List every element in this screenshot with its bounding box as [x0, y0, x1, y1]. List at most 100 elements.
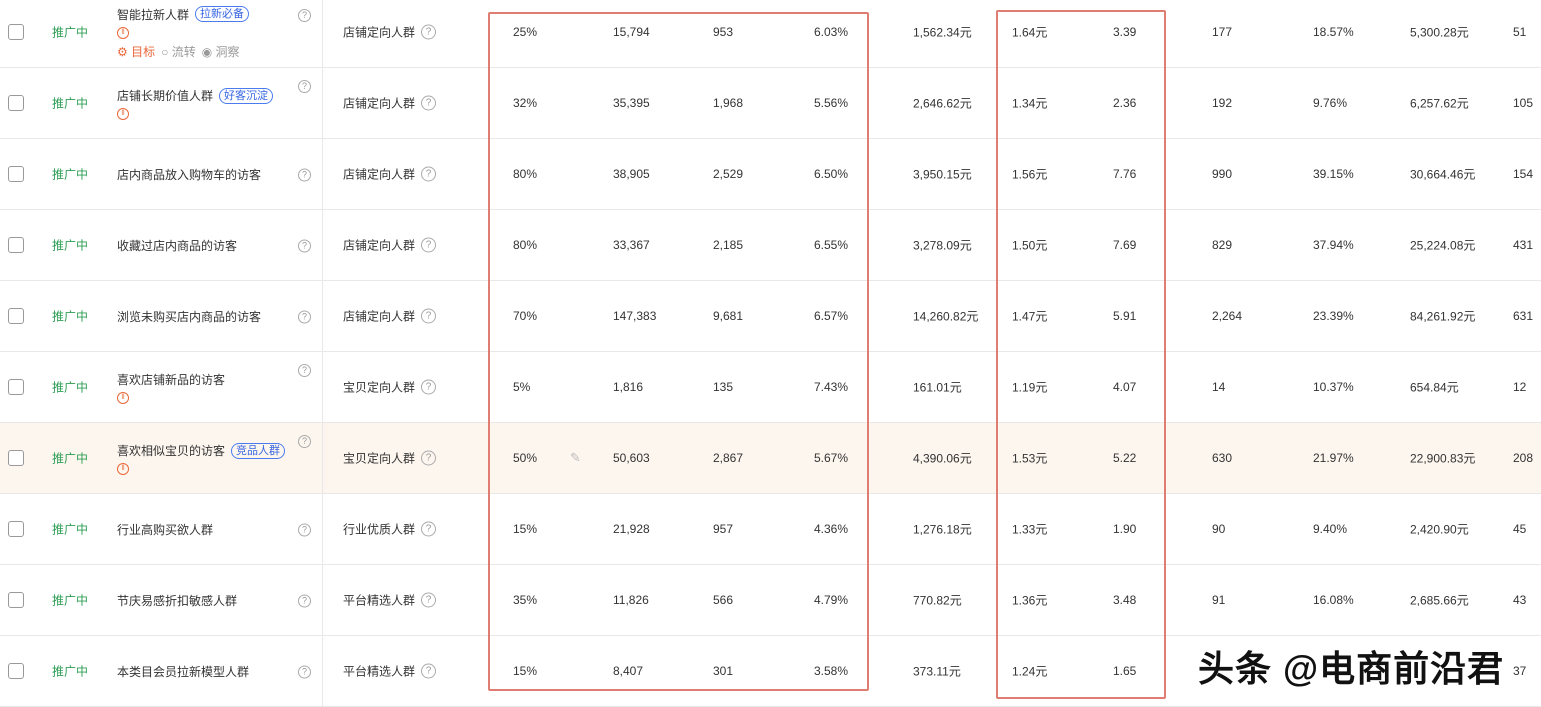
cell-premium: 80% [513, 167, 538, 181]
help-icon[interactable]: ? [421, 379, 437, 395]
table-row: 推广中 喜欢相似宝贝的访客 竞品人群 ll ? 宝贝定向人群? ✎ 50% 50,603… [0, 423, 1541, 494]
cell-c4: 12 [1513, 380, 1527, 394]
row-checkbox[interactable] [8, 379, 24, 395]
status-label: 推广中 [52, 522, 89, 537]
crowd-name-cell: 本类目会员拉新模型人群 [117, 636, 249, 707]
cell-roi: 1.90 [1113, 522, 1137, 536]
cell-roi: 3.39 [1113, 25, 1137, 39]
crowd-type: 宝贝定向人群? [343, 379, 437, 396]
help-icon[interactable]: ? [298, 78, 311, 93]
cell-premium: 15% [513, 664, 538, 678]
crowd-name: 喜欢店铺新品的访客 [117, 373, 226, 387]
row-checkbox[interactable] [8, 521, 24, 537]
crowd-name: 智能拉新人群 [117, 7, 190, 22]
row-checkbox[interactable] [8, 450, 24, 466]
help-icon[interactable]: ? [298, 7, 311, 22]
help-icon[interactable]: ? [298, 593, 311, 608]
status-label: 推广中 [52, 167, 89, 182]
help-icon[interactable]: ? [298, 238, 311, 253]
crowd-type: 店铺定向人群? [343, 24, 437, 41]
row-checkbox[interactable] [8, 24, 24, 40]
cell-impressions: 35,395 [613, 96, 650, 110]
column-divider [322, 494, 323, 564]
cell-cpc: 1.50元 [1012, 238, 1048, 253]
crowd-type-label: 平台精选人群 [343, 664, 416, 679]
crowd-type-label: 店铺定向人群 [343, 25, 416, 40]
goal-label: 目标 [131, 44, 156, 59]
cell-ctr: 6.55% [813, 238, 848, 252]
crowd-name: 店铺长期价值人群 [117, 89, 214, 103]
row-checkbox[interactable] [8, 663, 24, 679]
table-row: 推广中 喜欢店铺新品的访客 ll ? 宝贝定向人群? 5% 1,816 135 7.43… [0, 352, 1541, 423]
cell-c3: 84,261.92元 [1410, 309, 1476, 324]
pause-icon[interactable]: ll [117, 26, 129, 39]
help-icon[interactable]: ? [298, 522, 311, 537]
cell-clicks: 2,867 [713, 451, 744, 465]
cell-clicks: 2,185 [713, 238, 744, 252]
goal-button[interactable]: ⚙ 目标 [117, 44, 156, 59]
table-row: 推广中 行业高购买欲人群 ? 行业优质人群? 15% 21,928 957 4.36% 1… [0, 494, 1541, 565]
cell-roi: 2.36 [1113, 96, 1137, 110]
cell-c2: 9.40% [1313, 522, 1348, 536]
pause-icon[interactable]: ll [117, 108, 129, 120]
status-label: 推广中 [52, 451, 89, 466]
help-icon[interactable]: ? [298, 664, 311, 679]
cell-c4: 154 [1513, 167, 1534, 181]
row-checkbox[interactable] [8, 237, 24, 253]
crowd-name-cell: 行业高购买欲人群 [117, 494, 213, 565]
help-icon[interactable]: ? [421, 166, 437, 182]
row-checkbox[interactable] [8, 95, 24, 111]
row-checkbox[interactable] [8, 308, 24, 324]
edit-pencil-icon[interactable]: ✎ [570, 450, 581, 465]
cell-ctr: 5.67% [813, 451, 848, 465]
help-icon[interactable]: ? [421, 663, 437, 679]
cell-cost: 14,260.82元 [913, 309, 979, 324]
help-icon[interactable]: ? [421, 521, 437, 537]
pause-icon[interactable]: ll [117, 463, 129, 475]
help-icon[interactable]: ? [298, 167, 311, 182]
pause-icon[interactable]: ll [117, 392, 129, 404]
cell-c2: 18.57% [1313, 25, 1354, 39]
cell-cost: 1,276.18元 [913, 522, 972, 537]
help-icon[interactable]: ? [421, 308, 437, 324]
highlight-box-premium-to-ctr [488, 12, 869, 691]
cell-c1: 829 [1212, 238, 1233, 252]
cell-cpc: 1.19元 [1012, 380, 1048, 395]
help-icon[interactable]: ? [421, 24, 437, 40]
cell-clicks: 566 [713, 593, 734, 607]
cell-ctr: 4.36% [813, 522, 848, 536]
cell-cost: 3,278.09元 [913, 238, 972, 253]
help-icon[interactable]: ? [421, 450, 437, 466]
cell-premium: 25% [513, 25, 538, 39]
cell-c1: 630 [1212, 451, 1233, 465]
cell-c1: 2,264 [1212, 309, 1243, 323]
cell-c1: 90 [1212, 522, 1226, 536]
cell-cost: 1,562.34元 [913, 25, 972, 40]
row-checkbox[interactable] [8, 166, 24, 182]
insight-button[interactable]: ◉ 洞察 [201, 44, 240, 59]
cell-c2: 23.39% [1313, 309, 1354, 323]
flow-button[interactable]: ○ 流转 [161, 44, 196, 59]
cell-c3: 6,257.62元 [1410, 96, 1469, 111]
cell-c3: 22,900.83元 [1410, 451, 1476, 466]
help-icon[interactable]: ? [421, 95, 437, 111]
status-label: 推广中 [52, 380, 89, 395]
crowd-name-cell: 节庆易感折扣敏感人群 [117, 565, 237, 636]
cell-cpc: 1.24元 [1012, 664, 1048, 679]
cell-roi: 3.48 [1113, 593, 1137, 607]
crowd-name: 店内商品放入购物车的访客 [117, 168, 262, 182]
help-icon[interactable]: ? [421, 237, 437, 253]
help-icon[interactable]: ? [298, 362, 311, 377]
table-row: 推广中 店内商品放入购物车的访客 ? 店铺定向人群? 80% 38,905 2,529… [0, 139, 1541, 210]
cell-premium: 32% [513, 96, 538, 110]
crowd-type-label: 店铺定向人群 [343, 96, 416, 111]
crowd-type: 宝贝定向人群? [343, 450, 437, 467]
row-checkbox[interactable] [8, 592, 24, 608]
crowd-name: 节庆易感折扣敏感人群 [117, 594, 238, 608]
cell-clicks: 135 [713, 380, 734, 394]
help-icon[interactable]: ? [298, 433, 311, 448]
cell-ctr: 4.79% [813, 593, 848, 607]
help-icon[interactable]: ? [421, 592, 437, 608]
column-divider [322, 636, 323, 706]
help-icon[interactable]: ? [298, 309, 311, 324]
